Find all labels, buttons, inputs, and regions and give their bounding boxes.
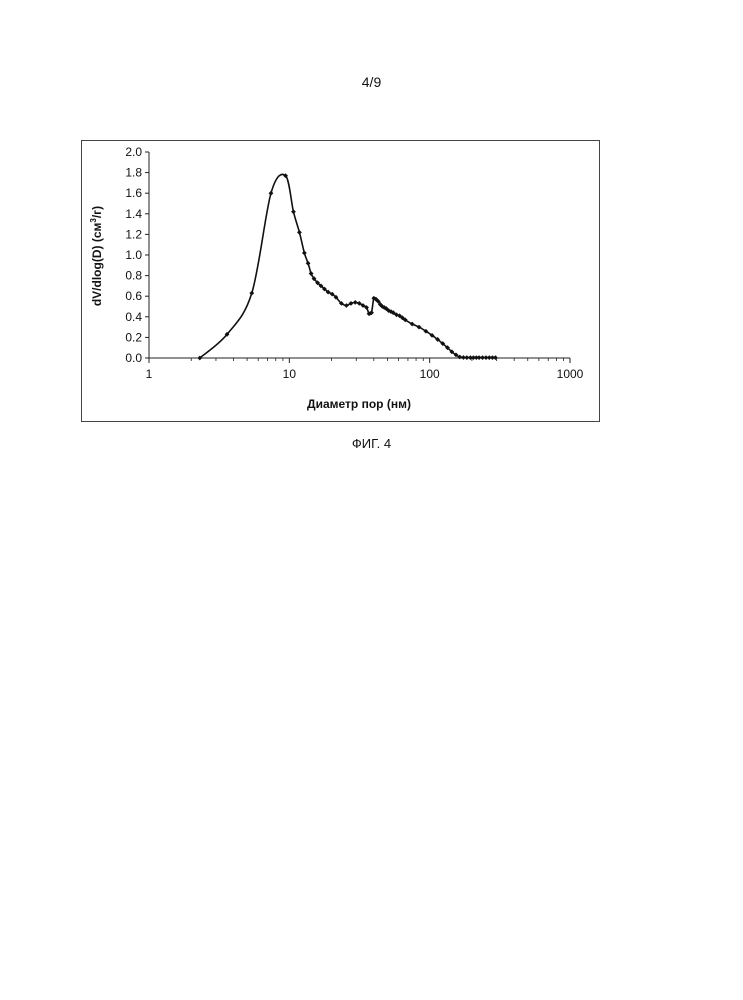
y-tick-label: 2.0	[125, 145, 142, 159]
y-tick-label: 0.0	[125, 351, 142, 365]
x-tick-label: 1000	[557, 367, 584, 381]
y-tick-label: 1.0	[125, 248, 142, 262]
y-axis-label-main: dV/dlog(D) (см	[90, 223, 104, 307]
x-tick-label: 100	[420, 367, 440, 381]
y-tick-label: 1.8	[125, 166, 142, 180]
x-axis-label: Диаметр пор (нм)	[307, 397, 411, 411]
y-tick-label: 0.8	[125, 269, 142, 283]
chart-border	[82, 141, 600, 422]
y-axis-label-end: /г)	[90, 206, 104, 218]
y-tick-label: 1.4	[125, 207, 142, 221]
y-tick-label: 0.6	[125, 289, 142, 303]
x-tick-label: 10	[283, 367, 297, 381]
y-tick-label: 0.4	[125, 310, 142, 324]
page-number: 4/9	[0, 74, 743, 90]
y-tick-label: 1.2	[125, 227, 142, 241]
y-tick-label: 0.2	[125, 330, 142, 344]
y-tick-label: 1.6	[125, 186, 142, 200]
chart-frame: 0.0 0.2 0.4 0.6 0.8 1.0 1.2 1.4 1.6 1.8 2.0 1 10 100 1…	[81, 140, 600, 422]
x-tick-label: 1	[146, 367, 153, 381]
figure-caption: ФИГ. 4	[0, 436, 743, 451]
